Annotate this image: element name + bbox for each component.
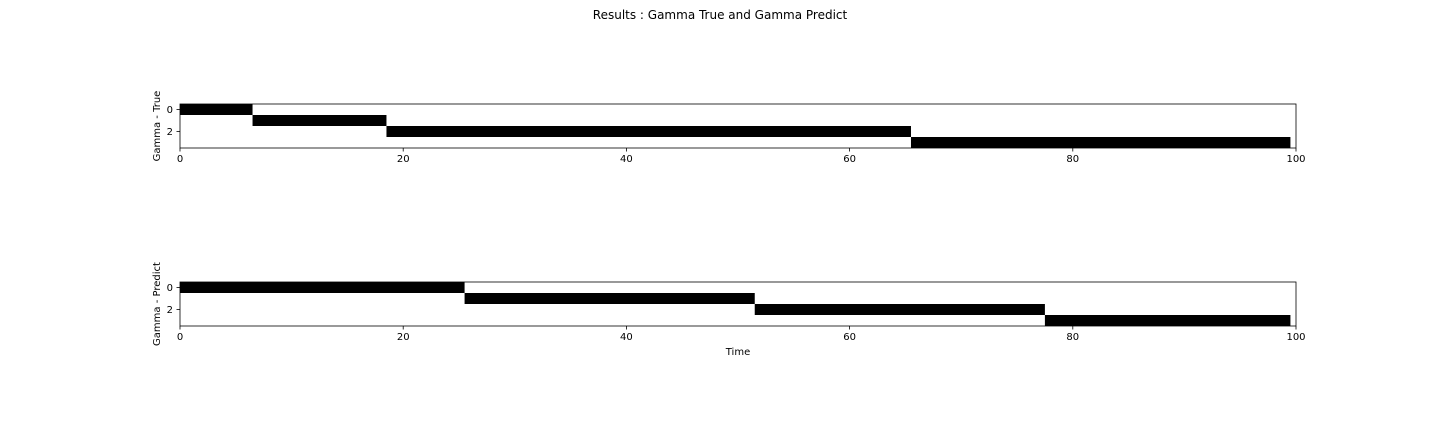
gamma-predict-y-axis-label: Gamma - Predict: [152, 262, 163, 346]
gamma-predict-segment-state-0: [180, 282, 465, 293]
gamma-predict-x-tick-label: 100: [1286, 332, 1305, 343]
gamma-true-axes-frame: [179, 103, 1297, 149]
gamma-predict-axes-frame: [179, 281, 1297, 327]
gamma-predict-x-tick-label: 20: [397, 332, 410, 343]
gamma-predict-segment-state-1: [464, 293, 755, 304]
gamma-predict-x-tick-label: 60: [843, 332, 856, 343]
gamma-true-x-tick-label: 60: [843, 154, 856, 165]
gamma-true-panel: 0 20 40 60 80 100 02 Gamma - True: [152, 91, 1306, 165]
gamma-true-x-tick-label: 100: [1286, 154, 1305, 165]
gamma-predict-x-tick-label: 80: [1066, 332, 1079, 343]
gamma-true-segment-state-3: [910, 137, 1291, 148]
gamma-predict-x-tick-label: 0: [177, 332, 183, 343]
gamma-predict-segment-state-3: [1044, 315, 1291, 326]
gamma-true-segment-state-0: [180, 104, 253, 115]
gamma-true-segment-state-1: [252, 115, 387, 126]
gamma-predict-segment-state-2: [754, 304, 1045, 315]
gamma-true-segment-state-2: [386, 126, 911, 137]
figure-title: Results : Gamma True and Gamma Predict: [593, 8, 848, 22]
gamma-true-x-tick-label: 80: [1066, 154, 1079, 165]
gamma-true-x-tick-label: 20: [397, 154, 410, 165]
gamma-predict-y-tick-label: 0: [167, 283, 173, 294]
gamma-predict-segments: [180, 282, 1291, 326]
gamma-true-y-tick-label: 2: [167, 127, 173, 138]
gamma-predict-x-axis: 0 20 40 60 80 100: [177, 326, 1306, 343]
gamma-predict-x-axis-label: Time: [725, 347, 750, 358]
gamma-predict-x-tick-label: 40: [620, 332, 633, 343]
gamma-predict-panel: 0 20 40 60 80 100 02 Gamma - Predict Time: [152, 262, 1306, 358]
gamma-true-y-axis-label: Gamma - True: [152, 91, 163, 162]
gamma-predict-y-axis: 02: [167, 283, 180, 316]
gamma-true-x-tick-label: 0: [177, 154, 183, 165]
gamma-true-segments: [180, 104, 1291, 148]
gamma-true-x-axis: 0 20 40 60 80 100: [177, 148, 1306, 165]
gamma-true-y-tick-label: 0: [167, 105, 173, 116]
gamma-true-y-axis: 02: [167, 105, 180, 138]
gamma-predict-y-tick-label: 2: [167, 305, 173, 316]
gamma-true-x-tick-label: 40: [620, 154, 633, 165]
